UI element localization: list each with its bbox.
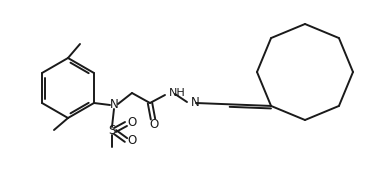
Text: O: O [127, 134, 136, 148]
Text: NH: NH [169, 88, 186, 98]
Text: O: O [149, 118, 159, 130]
Text: N: N [110, 99, 118, 111]
Text: O: O [127, 117, 136, 130]
Text: N: N [191, 96, 200, 109]
Text: S: S [108, 124, 116, 137]
